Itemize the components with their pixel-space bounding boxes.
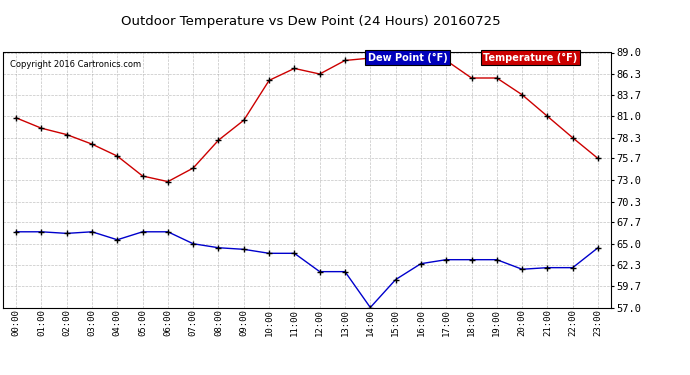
Text: Dew Point (°F): Dew Point (°F) xyxy=(368,53,448,63)
Text: Outdoor Temperature vs Dew Point (24 Hours) 20160725: Outdoor Temperature vs Dew Point (24 Hou… xyxy=(121,15,500,28)
Text: Copyright 2016 Cartronics.com: Copyright 2016 Cartronics.com xyxy=(10,60,141,69)
Text: Temperature (°F): Temperature (°F) xyxy=(483,53,578,63)
